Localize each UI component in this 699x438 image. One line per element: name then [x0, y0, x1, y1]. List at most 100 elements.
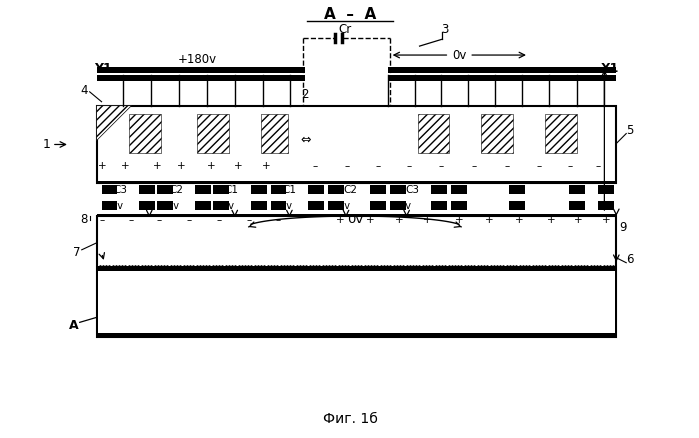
- Text: Cr: Cr: [338, 23, 352, 36]
- Bar: [598, 201, 614, 210]
- Text: 90v: 90v: [106, 201, 124, 211]
- Text: 3: 3: [440, 23, 448, 36]
- Bar: [370, 201, 386, 210]
- Bar: [213, 201, 229, 210]
- Bar: [598, 185, 614, 194]
- Text: –: –: [246, 215, 251, 225]
- Text: Y1: Y1: [94, 63, 111, 75]
- Text: 90v: 90v: [275, 201, 292, 211]
- Text: +: +: [455, 215, 463, 225]
- Text: +: +: [514, 215, 524, 225]
- Bar: [96, 214, 617, 216]
- Text: 90v: 90v: [161, 201, 179, 211]
- Text: 90v: 90v: [332, 201, 350, 211]
- Bar: [452, 185, 467, 194]
- Bar: [96, 106, 617, 183]
- Bar: [195, 185, 211, 194]
- Bar: [98, 271, 615, 336]
- Text: –: –: [187, 215, 192, 225]
- Text: 4: 4: [80, 85, 87, 97]
- Text: –: –: [505, 161, 510, 171]
- Text: +: +: [262, 161, 271, 171]
- Text: –: –: [100, 215, 106, 225]
- Bar: [139, 185, 155, 194]
- Text: –: –: [472, 161, 477, 171]
- Bar: [139, 201, 155, 210]
- Bar: [328, 185, 344, 194]
- Bar: [390, 201, 405, 210]
- Polygon shape: [96, 106, 131, 141]
- Text: 90v: 90v: [394, 201, 412, 211]
- Bar: [545, 114, 577, 153]
- Text: C1: C1: [282, 185, 296, 194]
- Bar: [157, 201, 173, 210]
- Bar: [96, 270, 617, 337]
- Text: +: +: [485, 215, 493, 225]
- Bar: [568, 201, 584, 210]
- Text: 0v: 0v: [347, 213, 363, 226]
- Text: C1: C1: [225, 185, 239, 194]
- Text: +: +: [602, 215, 611, 225]
- Text: A: A: [69, 319, 78, 332]
- Text: +: +: [547, 215, 556, 225]
- Bar: [96, 75, 305, 81]
- Bar: [308, 185, 324, 194]
- Bar: [157, 185, 173, 194]
- Text: Фиг. 1б: Фиг. 1б: [322, 412, 377, 426]
- Text: ⇔: ⇔: [300, 134, 310, 147]
- Bar: [509, 185, 525, 194]
- Bar: [328, 201, 344, 210]
- Text: +: +: [396, 215, 404, 225]
- Bar: [101, 185, 117, 194]
- Text: +: +: [366, 215, 374, 225]
- Text: 0v: 0v: [452, 49, 466, 62]
- Text: +: +: [99, 161, 107, 171]
- Text: –: –: [312, 161, 318, 171]
- Bar: [96, 333, 617, 337]
- Bar: [96, 181, 617, 184]
- Text: 9: 9: [619, 222, 627, 234]
- Text: +: +: [423, 215, 432, 225]
- Bar: [251, 201, 266, 210]
- Bar: [101, 201, 117, 210]
- Text: +180v: +180v: [178, 53, 217, 66]
- Text: C2: C2: [169, 185, 183, 194]
- Text: C3: C3: [113, 185, 127, 194]
- Bar: [271, 185, 287, 194]
- Bar: [197, 114, 229, 153]
- Text: –: –: [375, 161, 380, 171]
- Text: +: +: [207, 161, 215, 171]
- Text: 1: 1: [43, 138, 51, 151]
- Text: +: +: [121, 161, 130, 171]
- Text: 6: 6: [626, 253, 634, 266]
- Text: –: –: [439, 161, 444, 171]
- Bar: [271, 201, 287, 210]
- Text: +: +: [574, 215, 583, 225]
- Bar: [370, 185, 386, 194]
- Text: А  –  А: А – А: [324, 7, 376, 22]
- Text: 8: 8: [80, 213, 87, 226]
- Bar: [417, 114, 449, 153]
- Bar: [390, 185, 405, 194]
- Text: +: +: [234, 161, 243, 171]
- Bar: [388, 75, 617, 81]
- Bar: [96, 216, 617, 268]
- Bar: [481, 114, 513, 153]
- Bar: [568, 185, 584, 194]
- Text: –: –: [536, 161, 542, 171]
- Bar: [388, 67, 617, 73]
- Text: –: –: [407, 161, 412, 171]
- Text: +: +: [153, 161, 161, 171]
- Text: 7: 7: [73, 246, 80, 259]
- Text: –: –: [596, 161, 601, 171]
- Bar: [308, 201, 324, 210]
- Text: 2: 2: [301, 88, 309, 101]
- Text: –: –: [276, 215, 281, 225]
- Bar: [452, 201, 467, 210]
- Text: +: +: [336, 215, 345, 225]
- Text: –: –: [216, 215, 222, 225]
- Bar: [129, 114, 161, 153]
- Bar: [509, 201, 525, 210]
- Text: 5: 5: [626, 124, 634, 137]
- Bar: [431, 185, 447, 194]
